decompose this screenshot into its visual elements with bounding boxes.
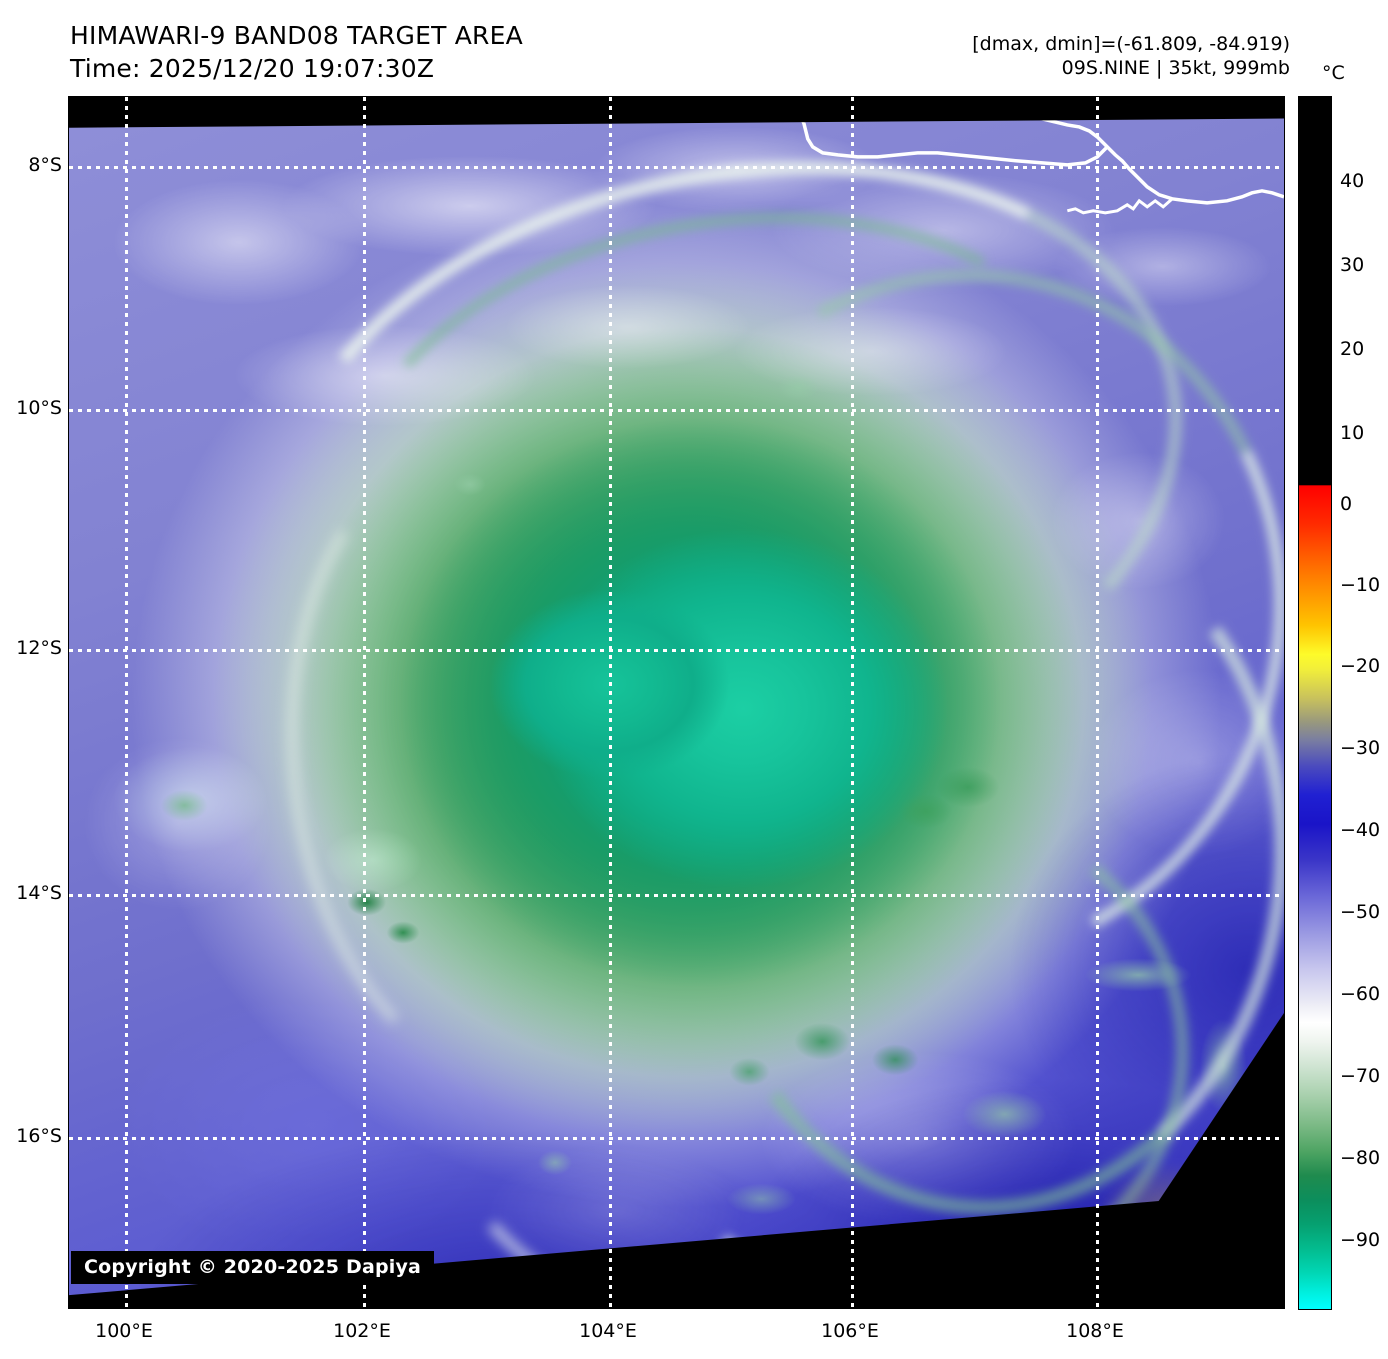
storm-info-label: 09S.NINE | 35kt, 999mb <box>1061 57 1290 80</box>
lon-tick-100e: 100°E <box>95 1320 153 1342</box>
temperature-colorbar <box>1298 96 1332 1310</box>
gridline-lon-106 <box>851 97 854 1308</box>
colorbar-tick-10: 10 <box>1340 422 1365 444</box>
gridline-lat-8s <box>69 166 1284 169</box>
copyright-badge: Copyright © 2020-2025 Dapiya <box>71 1251 435 1284</box>
colorbar-tick-0: 0 <box>1340 493 1353 515</box>
convective-cells-layer <box>69 97 1284 1308</box>
gridline-lat-12s <box>69 649 1284 652</box>
dmax-dmin-label: [dmax, dmin]=(-61.809, -84.919) <box>972 33 1290 55</box>
colorbar-tick-m40: −40 <box>1340 819 1381 841</box>
colorbar-tick-m20: −20 <box>1340 655 1381 677</box>
gridline-lat-16s <box>69 1137 1284 1140</box>
satellite-image-plot: Copyright © 2020-2025 Dapiya <box>68 96 1285 1309</box>
colorbar-tick-m10: −10 <box>1340 574 1381 596</box>
colorbar-tick-m90: −90 <box>1340 1229 1381 1251</box>
gridline-lat-14s <box>69 894 1284 897</box>
lon-tick-106e: 106°E <box>821 1320 879 1342</box>
colorbar-tick-m70: −70 <box>1340 1065 1381 1087</box>
colorbar-tick-40: 40 <box>1340 170 1365 192</box>
lat-tick-8s: 8°S <box>28 154 62 176</box>
lat-tick-10s: 10°S <box>16 397 62 419</box>
gridline-lon-102 <box>363 97 366 1308</box>
lat-tick-12s: 12°S <box>16 637 62 659</box>
colorbar-tick-m50: −50 <box>1340 901 1381 923</box>
metadata-block: [dmax, dmin]=(-61.809, -84.919) 09S.NINE… <box>972 32 1290 81</box>
lat-tick-16s: 16°S <box>16 1125 62 1147</box>
colorbar-tick-20: 20 <box>1340 338 1365 360</box>
gridline-lon-100 <box>125 97 128 1308</box>
colorbar-tick-30: 30 <box>1340 254 1365 276</box>
colorbar-tick-m60: −60 <box>1340 983 1381 1005</box>
lon-tick-108e: 108°E <box>1066 1320 1124 1342</box>
lon-tick-104e: 104°E <box>579 1320 637 1342</box>
gridline-lon-104 <box>609 97 612 1308</box>
lon-tick-102e: 102°E <box>333 1320 391 1342</box>
coastline-overlay <box>793 97 1284 215</box>
gridline-lon-108 <box>1096 97 1099 1308</box>
colorbar-tick-m30: −30 <box>1340 737 1381 759</box>
colorbar-tick-m80: −80 <box>1340 1147 1381 1169</box>
colorbar-unit-label: °C <box>1322 62 1345 84</box>
page-title: HIMAWARI-9 BAND08 TARGET AREA <box>70 21 523 50</box>
timestamp-label: Time: 2025/12/20 19:07:30Z <box>70 53 435 83</box>
title-block: HIMAWARI-9 BAND08 TARGET AREA Time: 2025… <box>70 20 523 85</box>
gridline-lat-10s <box>69 409 1284 412</box>
lat-tick-14s: 14°S <box>16 882 62 904</box>
